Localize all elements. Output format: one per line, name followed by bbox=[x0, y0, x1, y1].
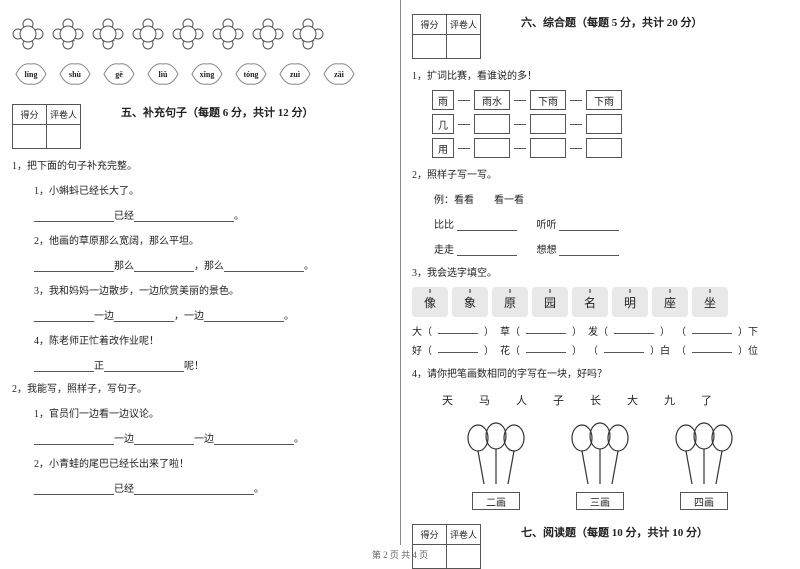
score-label: 得分 bbox=[13, 105, 47, 125]
balloon-group[interactable]: 三画 bbox=[568, 422, 632, 510]
fill-blank[interactable]: 已经。 bbox=[34, 207, 388, 222]
flower-char: 醉 bbox=[252, 18, 284, 50]
apple-char: 座 bbox=[652, 287, 688, 317]
flower-char: 龄 bbox=[172, 18, 204, 50]
section-5-title: 五、补充句子（每题 6 分，共计 12 分） bbox=[121, 104, 314, 120]
fill-blank[interactable]: 正呢！ bbox=[34, 357, 388, 372]
word-row[interactable]: 用 bbox=[432, 138, 788, 158]
section-7-title: 七、阅读题（每题 10 分，共计 10 分） bbox=[521, 524, 708, 540]
balloon-group[interactable]: 二画 bbox=[464, 422, 528, 510]
section-6-title: 六、综合题（每题 5 分，共计 20 分） bbox=[521, 14, 703, 30]
paren-row[interactable]: 大（）草（）发（）（）下 bbox=[412, 323, 788, 338]
flower-char: 梳 bbox=[132, 18, 164, 50]
score-cell[interactable] bbox=[13, 125, 47, 149]
balloon-group[interactable]: 四画 bbox=[672, 422, 736, 510]
fill-blank[interactable]: 那么，那么。 bbox=[34, 257, 388, 272]
fill-blank[interactable]: 走走 想想 bbox=[434, 241, 788, 256]
score-box-7: 得分评卷人 七、阅读题（每题 10 分，共计 10 分） bbox=[412, 524, 788, 569]
apple-char: 名 bbox=[572, 287, 608, 317]
grader-label: 评卷人 bbox=[447, 525, 481, 545]
leaf-pinyin: gē bbox=[100, 60, 138, 88]
q5-1-1: 1，小蝌蚪已经长大了。 bbox=[34, 182, 388, 197]
fill-blank[interactable]: 一边一边。 bbox=[34, 430, 388, 445]
q5-1-3: 3，我和妈妈一边散步，一边欣赏美丽的景色。 bbox=[34, 282, 388, 297]
apple-row: 像 象 原 园 名 明 座 坐 bbox=[412, 287, 788, 317]
q5-2: 2，我能写，照样子，写句子。 bbox=[12, 380, 388, 395]
grader-label: 评卷人 bbox=[47, 105, 81, 125]
apple-char: 园 bbox=[532, 287, 568, 317]
balloon-row: 二画 三画 四画 bbox=[412, 422, 788, 510]
paren-row[interactable]: 好（）花（）（）白（）位 bbox=[412, 342, 788, 357]
stroke-label: 三画 bbox=[576, 492, 624, 510]
fill-blank[interactable]: 已经。 bbox=[34, 480, 388, 495]
score-label: 得分 bbox=[413, 525, 447, 545]
leaf-pinyin: zuì bbox=[276, 60, 314, 88]
q5-2-2: 2，小青蛙的尾巴已经长出来了啦！ bbox=[34, 455, 388, 470]
flower-row: 柳 歌 醒 梳 龄 栽 醉 童 bbox=[12, 18, 388, 50]
leaf-pinyin: tóng bbox=[232, 60, 270, 88]
leaf-row: líng shù gē liǔ xǐng tóng zuì zāi bbox=[12, 60, 388, 88]
char-row: 天马人子长大九了 bbox=[442, 392, 788, 408]
flower-char: 童 bbox=[292, 18, 324, 50]
leaf-pinyin: zāi bbox=[320, 60, 358, 88]
stroke-label: 四画 bbox=[680, 492, 728, 510]
q5-1-4: 4，陈老师正忙着改作业呢！ bbox=[34, 332, 388, 347]
score-cell[interactable] bbox=[413, 35, 447, 59]
q5-2-1: 1，官员们一边看一边议论。 bbox=[34, 405, 388, 420]
q6-3: 3，我会选字填空。 bbox=[412, 264, 788, 279]
page-footer: 第 2 页 共 4 页 bbox=[0, 548, 800, 561]
q6-1: 1，扩词比赛，看谁说的多！ bbox=[412, 67, 788, 82]
q6-4: 4，请你把笔画数相同的字写在一块，好吗？ bbox=[412, 365, 788, 380]
leaf-pinyin: liǔ bbox=[144, 60, 182, 88]
apple-char: 坐 bbox=[692, 287, 728, 317]
stroke-label: 二画 bbox=[472, 492, 520, 510]
word-row[interactable]: 雨雨水下雨下雨 bbox=[432, 90, 788, 110]
flower-char: 栽 bbox=[212, 18, 244, 50]
word-row[interactable]: 几 bbox=[432, 114, 788, 134]
grader-cell[interactable] bbox=[47, 125, 81, 149]
score-box-6: 得分评卷人 六、综合题（每题 5 分，共计 20 分） bbox=[412, 14, 788, 59]
apple-char: 象 bbox=[452, 287, 488, 317]
apple-char: 像 bbox=[412, 287, 448, 317]
q6-2: 2，照样子写一写。 bbox=[412, 166, 788, 181]
flower-char: 柳 bbox=[12, 18, 44, 50]
left-column: 柳 歌 醒 梳 龄 栽 醉 童 líng shù gē liǔ xǐng tón… bbox=[0, 0, 400, 565]
q6-2-ex: 例：看看 看一看 bbox=[434, 191, 788, 206]
flower-char: 醒 bbox=[92, 18, 124, 50]
leaf-pinyin: shù bbox=[56, 60, 94, 88]
score-box-5: 得分评卷人 五、补充句子（每题 6 分，共计 12 分） bbox=[12, 104, 388, 149]
apple-char: 原 bbox=[492, 287, 528, 317]
q5-1-2: 2，他画的草原那么宽阔，那么平坦。 bbox=[34, 232, 388, 247]
score-label: 得分 bbox=[413, 15, 447, 35]
flower-char: 歌 bbox=[52, 18, 84, 50]
leaf-pinyin: xǐng bbox=[188, 60, 226, 88]
grader-cell[interactable] bbox=[447, 35, 481, 59]
fill-blank[interactable]: 比比 听听 bbox=[434, 216, 788, 231]
q5-1: 1，把下面的句子补充完整。 bbox=[12, 157, 388, 172]
right-column: 得分评卷人 六、综合题（每题 5 分，共计 20 分） 1，扩词比赛，看谁说的多… bbox=[400, 0, 800, 565]
fill-blank[interactable]: 一边，一边。 bbox=[34, 307, 388, 322]
apple-char: 明 bbox=[612, 287, 648, 317]
leaf-pinyin: líng bbox=[12, 60, 50, 88]
grader-label: 评卷人 bbox=[447, 15, 481, 35]
